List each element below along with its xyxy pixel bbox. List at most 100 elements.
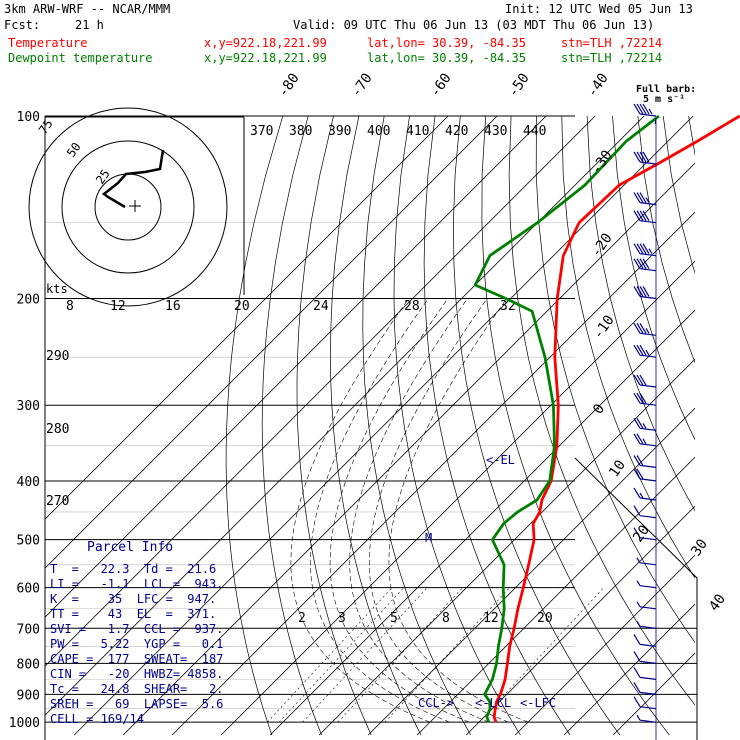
pressure-tick-label: 400 bbox=[17, 475, 40, 490]
wind-barb-mark bbox=[633, 286, 657, 300]
hodograph-speed-label: 16 bbox=[165, 299, 181, 314]
dry-adiabat-line bbox=[662, 116, 695, 274]
model-title: 3km ARW-WRF -- NCAR/MMM bbox=[4, 2, 171, 16]
dry-adiabat-line bbox=[261, 116, 322, 736]
wind-barb bbox=[633, 634, 657, 647]
mixing-ratio-label: 20 bbox=[537, 611, 553, 626]
isotherm-label: -10 bbox=[590, 312, 618, 342]
hodograph-ring-label: 75 bbox=[36, 117, 56, 137]
wind-barb bbox=[633, 487, 657, 501]
wind-barb-mark bbox=[633, 505, 657, 519]
isotherm-line bbox=[45, 116, 498, 569]
mixing-ratio-line bbox=[278, 587, 404, 723]
isotherm-label: 10 bbox=[606, 457, 629, 480]
full-barb-label: Full barb: bbox=[636, 84, 697, 95]
full-barb-unit: 5 m s⁻¹ bbox=[643, 94, 686, 105]
mixing-ratio-line bbox=[384, 587, 510, 723]
isotherm-line bbox=[514, 554, 695, 736]
parcel-info-row: CIN = -20 HWBZ= 4858. bbox=[50, 667, 224, 681]
isotherm-label: 0 bbox=[590, 401, 608, 417]
dry-adiabat-line bbox=[481, 116, 670, 736]
theta-label: 380 bbox=[289, 124, 312, 139]
isotherm-label: -80 bbox=[275, 70, 303, 100]
mixing-ratio-label: 8 bbox=[442, 611, 450, 626]
wind-barb bbox=[633, 243, 657, 257]
isotherm-label: 20 bbox=[630, 522, 653, 545]
dry-adiabat-line bbox=[225, 116, 284, 736]
wind-barbs bbox=[633, 103, 657, 740]
hodograph-origin-cross bbox=[129, 200, 141, 212]
dewpoint-legend: Dewpoint temperature bbox=[8, 51, 153, 65]
wind-barb bbox=[633, 433, 657, 447]
lcl-marker: <-LCL bbox=[475, 696, 511, 710]
wind-barb-mark bbox=[633, 682, 657, 695]
wind-barb-mark bbox=[633, 651, 657, 664]
wind-barb-mark bbox=[636, 620, 657, 629]
hodograph-trace bbox=[101, 149, 165, 209]
isotherm-line bbox=[269, 309, 695, 736]
dry-adiabat-line bbox=[586, 116, 695, 512]
theta-label: 410 bbox=[406, 124, 429, 139]
wind-barb-mark bbox=[633, 527, 657, 541]
wind-barb bbox=[636, 557, 657, 566]
wind-barb bbox=[633, 468, 657, 482]
pressure-tick-label: 300 bbox=[17, 399, 40, 414]
dewpoint-station: stn=TLH ,72214 bbox=[561, 51, 663, 65]
wind-barb bbox=[636, 620, 657, 629]
wind-barb bbox=[636, 580, 657, 589]
wind-barb-mark bbox=[636, 714, 657, 723]
diagram-edge bbox=[574, 457, 698, 740]
wind-barb-mark bbox=[633, 468, 657, 482]
wind-barb bbox=[633, 682, 657, 695]
theta-label: 440 bbox=[523, 124, 546, 139]
wind-barb-mark bbox=[633, 210, 657, 224]
wind-barb bbox=[633, 392, 657, 406]
dry-adiabat-line bbox=[508, 116, 695, 706]
pressure-tick-label: 900 bbox=[17, 688, 40, 703]
isotherm-line bbox=[45, 116, 596, 667]
parcel-info-row: LI = -1.1 LCL = 943. bbox=[50, 577, 224, 591]
isotherm-line bbox=[45, 116, 449, 520]
mixing-ratio-line bbox=[478, 587, 604, 723]
moist-adiabat-line bbox=[329, 298, 470, 723]
hodograph-ring-label: 50 bbox=[64, 140, 84, 160]
wind-barb bbox=[633, 322, 657, 336]
forecast-hours: 21 h bbox=[75, 18, 104, 32]
dry-adiabat-line bbox=[393, 116, 521, 736]
temperature-legend: Temperature bbox=[8, 36, 88, 50]
temperature-station: stn=TLH ,72214 bbox=[561, 36, 663, 50]
parcel-info-row: SREH = 69 LAPSE= 5.6 bbox=[50, 697, 224, 711]
hodograph-ring bbox=[28, 107, 228, 307]
sounding-traces bbox=[473, 114, 740, 723]
isotherm-line bbox=[416, 456, 695, 736]
wind-barb bbox=[633, 651, 657, 664]
pressure-tick-label: 500 bbox=[17, 534, 40, 549]
isotherm-line bbox=[45, 116, 547, 618]
wind-barb-mark bbox=[633, 322, 657, 336]
isotherm-label: -40 bbox=[584, 70, 612, 100]
wind-barb-staff bbox=[654, 117, 657, 740]
isotherm-line bbox=[563, 603, 695, 736]
isotherm-line bbox=[171, 211, 695, 736]
wind-barb-mark bbox=[633, 455, 657, 468]
isotherm-label: -60 bbox=[427, 70, 455, 100]
wind-barb bbox=[633, 527, 657, 541]
wind-barb bbox=[633, 258, 657, 272]
theta-label: 370 bbox=[250, 124, 273, 139]
isotherm-line bbox=[465, 505, 695, 736]
dry-adiabat-line bbox=[362, 116, 472, 736]
mixing-ratio-line bbox=[337, 587, 463, 723]
wind-barb bbox=[633, 696, 657, 710]
wind-barb bbox=[636, 601, 657, 610]
wind-barb-mark bbox=[633, 103, 657, 117]
mixing-ratio-line bbox=[267, 587, 393, 723]
parcel-info-row: K = 35 LFC = 947. bbox=[50, 592, 217, 606]
wind-barb-mark bbox=[633, 243, 657, 257]
wind-barb-mark bbox=[633, 417, 657, 431]
lfc-marker: <-LFC bbox=[520, 696, 556, 710]
pressure-tick-label: 200 bbox=[17, 292, 40, 307]
wind-barb-mark bbox=[633, 433, 657, 447]
wind-barb bbox=[633, 417, 657, 431]
wind-barb-mark bbox=[633, 392, 657, 406]
